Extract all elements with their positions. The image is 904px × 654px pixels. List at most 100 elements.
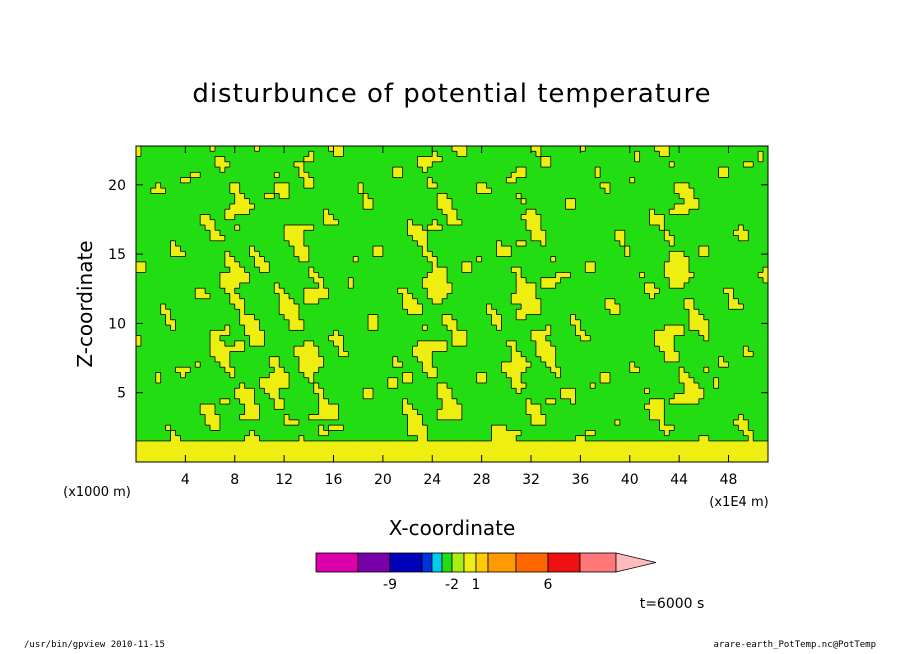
positive-region-segment: [535, 346, 556, 352]
positive-region-segment: [224, 209, 250, 215]
positive-region-segment: [506, 340, 517, 347]
positive-region-segment: [160, 304, 166, 310]
positive-region-segment: [437, 409, 463, 415]
positive-region-segment: [373, 246, 384, 252]
positive-region-segment: [654, 335, 675, 342]
positive-region-segment: [422, 277, 448, 284]
x-tick-label: 16: [325, 472, 343, 488]
positive-region-segment: [264, 388, 280, 394]
positive-region-segment: [442, 404, 463, 410]
positive-region-segment: [550, 256, 556, 263]
positive-region-segment: [219, 272, 250, 278]
positive-region-segment: [417, 435, 428, 442]
positive-region-segment: [486, 304, 492, 310]
positive-region-segment: [595, 172, 601, 178]
positive-region-segment: [476, 377, 487, 384]
positive-region-segment: [318, 425, 324, 431]
positive-region-segment: [723, 288, 734, 294]
positive-region-segment: [437, 193, 448, 199]
positive-region-segment: [432, 261, 438, 268]
positive-region-segment: [763, 277, 768, 284]
positive-region-segment: [565, 198, 576, 205]
positive-region-segment: [397, 288, 408, 294]
positive-region-segment: [590, 383, 596, 389]
positive-region-segment: [269, 361, 280, 368]
positive-region-segment: [368, 314, 379, 321]
positive-region-segment: [496, 240, 502, 247]
positive-region-segment: [689, 325, 710, 331]
positive-region-segment: [452, 335, 468, 342]
positive-region-segment: [689, 309, 700, 315]
positive-region-segment: [205, 414, 221, 421]
positive-region-segment: [392, 172, 403, 178]
positive-region-segment: [456, 151, 468, 157]
positive-region-segment: [328, 425, 344, 431]
positive-region-segment: [170, 251, 186, 257]
colorbar-label: 6: [544, 577, 553, 593]
positive-region-segment: [422, 325, 428, 331]
positive-region-segment: [452, 340, 468, 347]
positive-region-segment: [170, 240, 176, 247]
positive-region-segment: [422, 251, 433, 257]
x-tick-label: 4: [181, 472, 190, 488]
positive-region-segment: [649, 398, 665, 405]
positive-region-segment: [664, 230, 670, 236]
positive-region-segment: [684, 388, 705, 394]
positive-region-segment: [664, 272, 695, 278]
positive-region-segment: [234, 393, 255, 400]
positive-region-segment: [511, 351, 522, 357]
positive-region-segment: [531, 419, 547, 426]
positive-region-segment: [679, 372, 690, 379]
positive-region-segment: [427, 293, 448, 300]
positive-region-segment: [629, 361, 635, 368]
positive-region-segment: [689, 319, 710, 326]
positive-region-segment: [422, 246, 428, 252]
positive-region-segment: [521, 304, 542, 310]
positive-region-segment: [476, 372, 487, 379]
positive-region-segment: [728, 293, 734, 300]
positive-region-segment: [649, 209, 655, 215]
positive-region-segment: [595, 167, 601, 173]
positive-region-segment: [239, 383, 245, 389]
positive-region-segment: [160, 309, 171, 315]
positive-region-segment: [738, 235, 749, 242]
positive-region-segment: [210, 335, 221, 342]
positive-region-segment: [427, 288, 453, 294]
x-tick-label: 40: [621, 472, 639, 488]
positive-region-segment: [674, 182, 690, 189]
y-tick-label: 5: [117, 386, 126, 402]
positive-region-segment: [392, 167, 403, 173]
positive-region-segment: [274, 282, 280, 289]
positive-region-segment: [136, 151, 142, 157]
positive-region-segment: [407, 430, 428, 436]
positive-region-segment: [279, 193, 290, 199]
positive-region-segment: [274, 172, 280, 178]
positive-region-segment: [338, 346, 344, 352]
positive-region-segment: [669, 282, 685, 289]
positive-region-segment: [743, 351, 754, 357]
positive-region-segment: [259, 377, 290, 384]
colorbar-swatch: [389, 552, 423, 573]
positive-region-segment: [239, 319, 260, 326]
positive-region-segment: [535, 340, 552, 347]
positive-region-segment: [540, 277, 561, 284]
positive-region-segment: [249, 246, 255, 252]
positive-region-segment: [684, 383, 700, 389]
positive-region-segment: [373, 251, 384, 257]
positive-region-segment: [195, 288, 206, 294]
y-axis-ticks: 5 10 15 20: [108, 178, 768, 402]
x-tick-label: 28: [473, 472, 491, 488]
colorbar-swatch: [579, 552, 617, 573]
positive-region-segment: [165, 425, 171, 431]
positive-region-segment: [313, 383, 319, 389]
positive-region-segment: [432, 267, 448, 273]
positive-region-segment: [234, 388, 255, 394]
positive-region-segment: [407, 219, 413, 226]
positive-region-segment: [610, 309, 621, 315]
positive-region-segment: [718, 361, 729, 368]
colorbar-arrow: [615, 552, 657, 573]
positive-region-segment: [249, 430, 255, 436]
positive-region-segment: [540, 240, 547, 247]
positive-region-segment: [570, 398, 576, 405]
